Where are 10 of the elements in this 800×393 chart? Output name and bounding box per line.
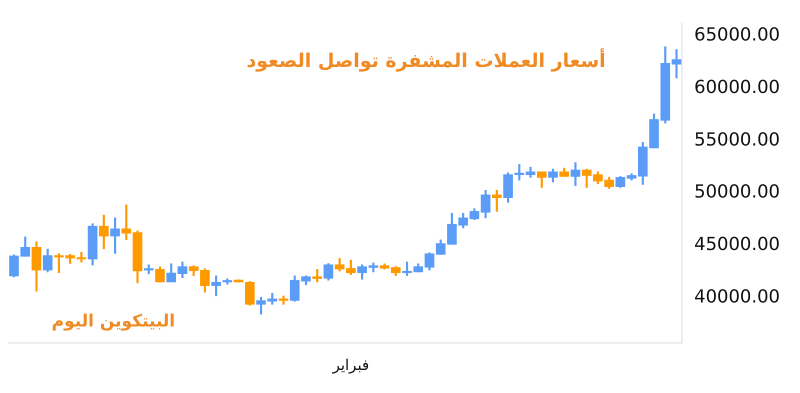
y-tick-label: 45000.00 — [694, 234, 780, 256]
candlestick — [312, 269, 322, 282]
y-tick-label: 40000.00 — [694, 286, 780, 308]
y-tick-label: 65000.00 — [694, 24, 780, 46]
y-tick-label: 60000.00 — [694, 76, 780, 98]
text: أسعار العملات المشفرة تواصل الصعود — [246, 48, 606, 72]
y-tick-label: 55000.00 — [694, 129, 780, 150]
x-tick-label: فبراير — [332, 356, 370, 374]
y-tick-label: 50000.00 — [694, 182, 780, 203]
text: البيتكوين اليوم — [52, 311, 176, 332]
